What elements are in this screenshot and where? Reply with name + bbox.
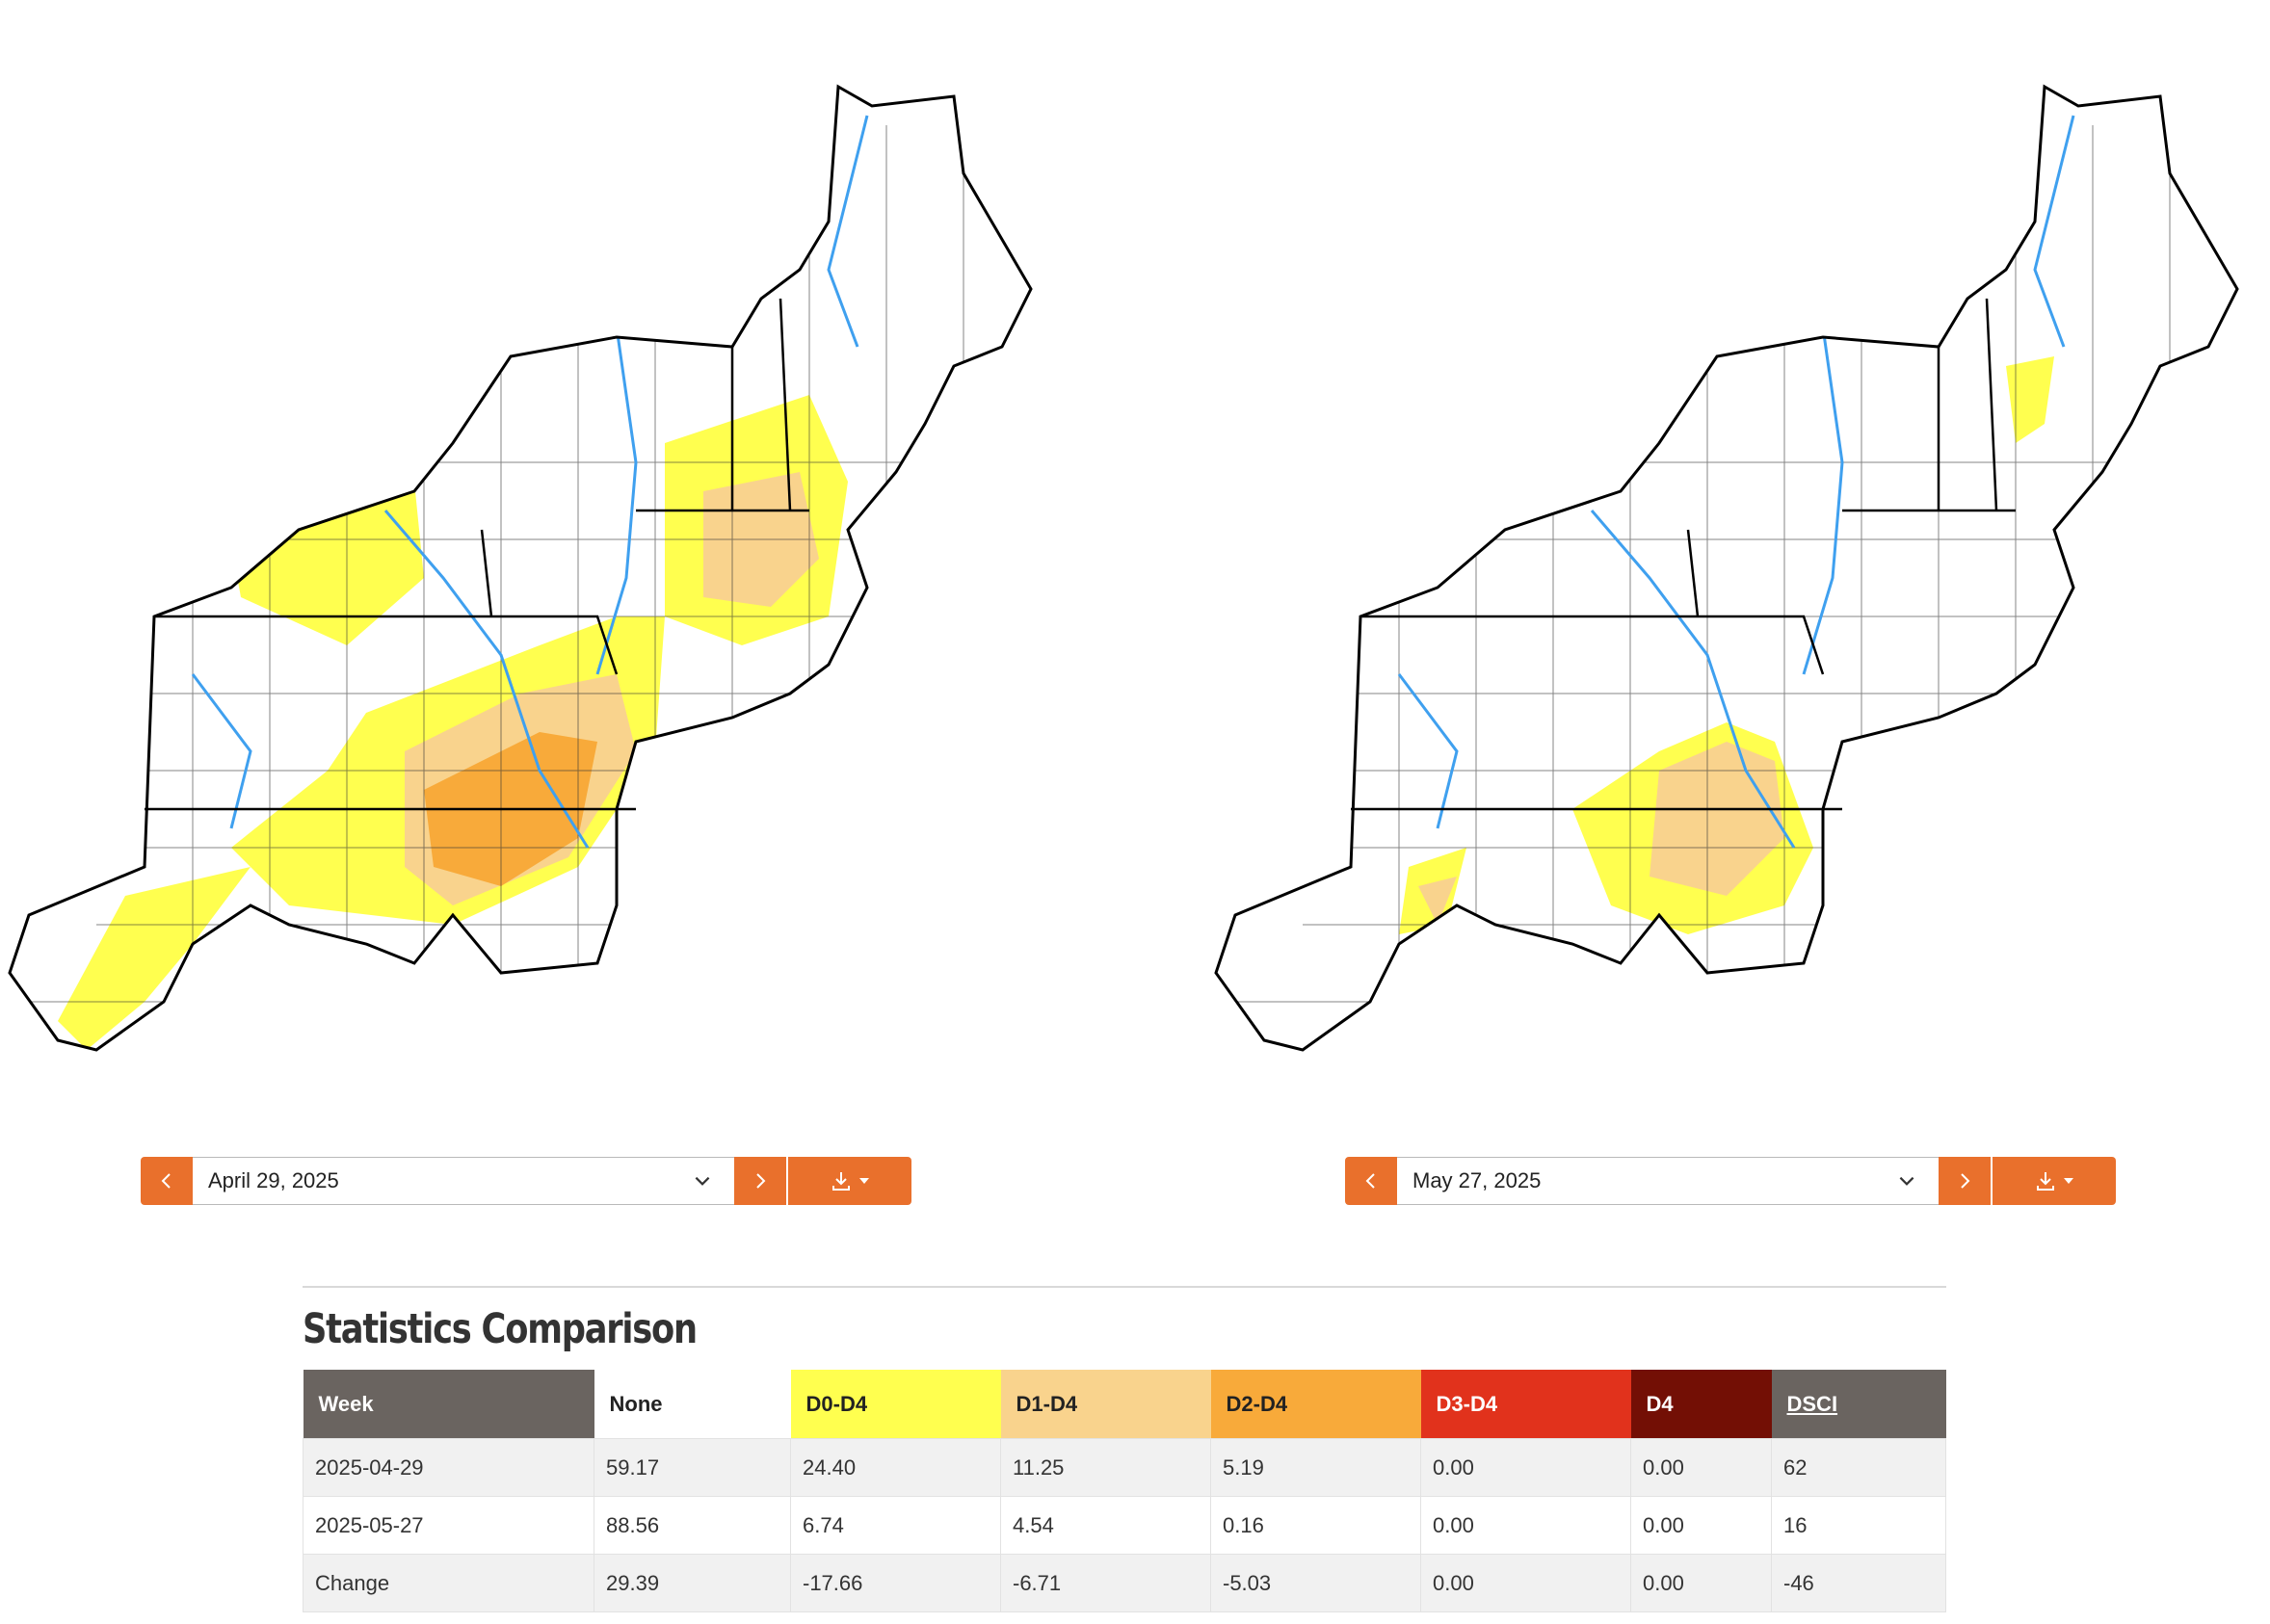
next-week-button-left[interactable] — [734, 1157, 786, 1205]
table-row: 2025-05-27 88.56 6.74 4.54 0.16 0.00 0.0… — [303, 1496, 1946, 1555]
table-header-row: Week None D0-D4 D1-D4 D2-D4 D3-D4 D4 DSC… — [303, 1370, 1946, 1439]
cell: 4.54 — [1000, 1496, 1211, 1555]
header-dsci-link[interactable]: DSCI — [1771, 1370, 1946, 1439]
date-controls-right: May 27, 2025 — [1345, 1157, 2116, 1205]
chevron-right-icon — [1961, 1173, 1970, 1189]
chevron-down-icon — [1899, 1176, 1914, 1186]
download-icon — [2037, 1172, 2054, 1191]
chevron-right-icon — [756, 1173, 766, 1189]
header-d3-d4: D3-D4 — [1420, 1370, 1631, 1439]
chevron-left-icon — [1365, 1173, 1375, 1189]
header-none: None — [594, 1370, 791, 1439]
date-select-value: April 29, 2025 — [208, 1168, 339, 1192]
next-week-button-right[interactable] — [1939, 1157, 1991, 1205]
cell: 11.25 — [1000, 1438, 1211, 1497]
section-divider — [303, 1286, 1946, 1288]
stats-title: Statistics Comparison — [303, 1305, 698, 1353]
date-select-right[interactable]: May 27, 2025 — [1397, 1157, 1939, 1205]
cell: 88.56 — [594, 1496, 791, 1555]
cell: 0.00 — [1420, 1554, 1631, 1612]
header-d1-d4: D1-D4 — [1000, 1370, 1211, 1439]
prev-week-button-left[interactable] — [141, 1157, 193, 1205]
chevron-down-icon — [695, 1176, 710, 1186]
header-week: Week — [303, 1370, 594, 1439]
date-select-left[interactable]: April 29, 2025 — [193, 1157, 734, 1205]
caret-down-icon — [859, 1178, 869, 1184]
cell: 16 — [1771, 1496, 1946, 1555]
northeast-map-april — [8, 84, 1033, 1052]
cell: Change — [303, 1554, 594, 1612]
cell: 29.39 — [594, 1554, 791, 1612]
cell: -5.03 — [1210, 1554, 1421, 1612]
cell: 0.00 — [1630, 1496, 1772, 1555]
cell: 5.19 — [1210, 1438, 1421, 1497]
cell: 62 — [1771, 1438, 1946, 1497]
header-d4: D4 — [1630, 1370, 1772, 1439]
cell: 0.00 — [1420, 1496, 1631, 1555]
header-d0-d4: D0-D4 — [790, 1370, 1001, 1439]
date-select-value: May 27, 2025 — [1412, 1168, 1542, 1192]
cell: -17.66 — [790, 1554, 1001, 1612]
cell: 0.00 — [1630, 1438, 1772, 1497]
prev-week-button-right[interactable] — [1345, 1157, 1397, 1205]
cell: -6.71 — [1000, 1554, 1211, 1612]
cell: 0.16 — [1210, 1496, 1421, 1555]
table-row: Change 29.39 -17.66 -6.71 -5.03 0.00 0.0… — [303, 1554, 1946, 1612]
download-button-left[interactable] — [788, 1157, 911, 1205]
drought-map-left — [0, 77, 1060, 1069]
table-row: 2025-04-29 59.17 24.40 11.25 5.19 0.00 0… — [303, 1438, 1946, 1497]
drought-map-right — [1206, 77, 2266, 1069]
statistics-table: Week None D0-D4 D1-D4 D2-D4 D3-D4 D4 DSC… — [303, 1370, 1946, 1612]
cell: -46 — [1771, 1554, 1946, 1612]
cell: 6.74 — [790, 1496, 1001, 1555]
cell: 24.40 — [790, 1438, 1001, 1497]
northeast-map-may — [1214, 84, 2239, 1052]
cell: 2025-05-27 — [303, 1496, 594, 1555]
cell: 2025-04-29 — [303, 1438, 594, 1497]
download-icon — [832, 1172, 850, 1191]
cell: 0.00 — [1420, 1438, 1631, 1497]
caret-down-icon — [2064, 1178, 2073, 1184]
header-d2-d4: D2-D4 — [1210, 1370, 1421, 1439]
download-button-right[interactable] — [1993, 1157, 2116, 1205]
chevron-left-icon — [161, 1173, 171, 1189]
cell: 0.00 — [1630, 1554, 1772, 1612]
date-controls-left: April 29, 2025 — [141, 1157, 911, 1205]
cell: 59.17 — [594, 1438, 791, 1497]
